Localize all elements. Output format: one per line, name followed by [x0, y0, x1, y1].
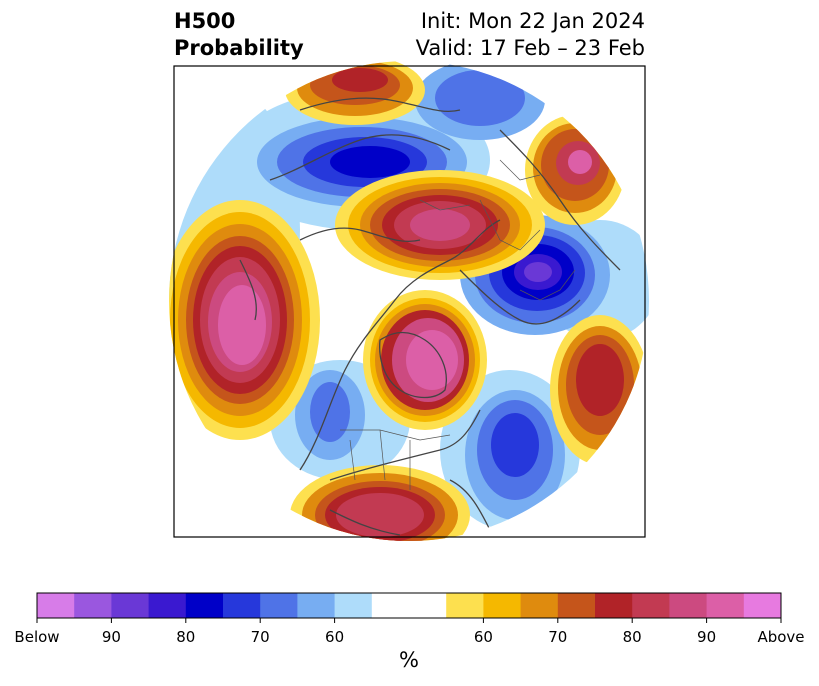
colorbar-cell: [669, 593, 708, 618]
colorbar-tick-label: 60: [473, 628, 493, 646]
colorbar-cell: [446, 593, 484, 618]
colorbar-tick-label: 70: [548, 628, 568, 646]
colorbar-cell: [260, 593, 298, 618]
colorbar-tickmarks: [36, 618, 782, 623]
colorbar-tick-label: 60: [325, 628, 345, 646]
valid-range: Valid: 17 Feb – 23 Feb: [415, 36, 645, 60]
colorbar-unit: %: [399, 648, 419, 672]
colorbar-cell: [297, 593, 336, 618]
map-title: H500 Probability: [174, 8, 304, 62]
colorbar-tick-label: Below: [14, 628, 60, 646]
colorbar-cell: [185, 593, 224, 618]
colorbar-cell: [223, 593, 261, 618]
colorbar-cell: [557, 593, 596, 618]
colorbar-cell: [632, 593, 670, 618]
colorbar-cell: [37, 593, 75, 618]
colorbar-cell: [743, 593, 782, 618]
map-field: [169, 61, 649, 541]
title-product: Probability: [174, 36, 304, 60]
colorbar-cell: [148, 593, 187, 618]
colorbar-cell: [111, 593, 150, 618]
colorbar-cell: [334, 593, 373, 618]
colorbar-cell: [520, 593, 559, 618]
colorbar-cell: [595, 593, 633, 618]
colorbar-tick-label: 80: [176, 628, 196, 646]
borders: [340, 159, 576, 490]
above-center-top: [285, 61, 425, 125]
colorbar-tick-label: 70: [250, 628, 270, 646]
colorbar-cell: [371, 593, 410, 618]
colorbar-cell: [483, 593, 522, 618]
colorbar-tick-label: 80: [622, 628, 642, 646]
colorbar-tick-label: 90: [697, 628, 717, 646]
init-date: Init: Mon 22 Jan 2024: [420, 9, 645, 33]
colorbar-tick-label: Above: [757, 628, 805, 646]
colorbar-cell: [74, 593, 112, 618]
date-info: Init: Mon 22 Jan 2024 Valid: 17 Feb – 23…: [416, 8, 645, 62]
above-center-north: [335, 170, 545, 280]
title-variable: H500: [174, 9, 236, 33]
above-center-west: [169, 200, 320, 440]
colorbar-cell: [706, 593, 745, 618]
below-center-southwest: [295, 370, 365, 460]
map-frame: [173, 65, 646, 538]
colorbar-tick-label: 90: [101, 628, 121, 646]
below-center-south: [465, 390, 565, 520]
colorbar-cell: [409, 593, 447, 618]
colorbar-cells: [37, 593, 782, 618]
colorbar-frame: [36, 592, 782, 619]
